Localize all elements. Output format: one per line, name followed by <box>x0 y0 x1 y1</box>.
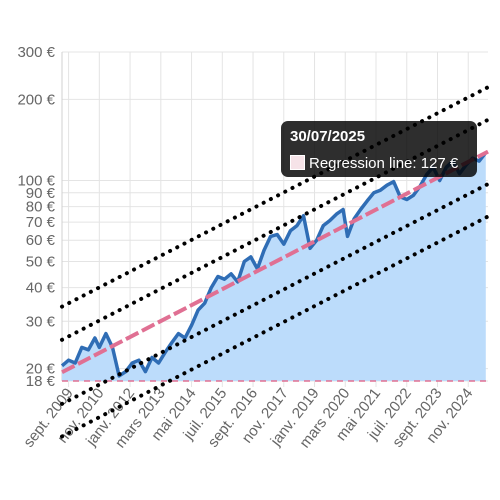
y-tick-label: 40 € <box>26 280 56 297</box>
regression-line <box>61 149 489 375</box>
tooltip-title: 30/07/2025 <box>290 128 366 145</box>
tooltip-swatch <box>290 155 305 170</box>
y-tick-label: 50 € <box>26 254 56 271</box>
tooltip-label: Regression line: 127 € <box>309 155 459 172</box>
y-tick-label: 80 € <box>26 199 56 216</box>
y-tick-label: 18 € <box>26 373 56 390</box>
chart-tooltip: 30/07/2025 Regression line: 127 € <box>281 121 477 177</box>
tooltip-row: Regression line: 127 € <box>290 155 458 172</box>
y-tick-label: 30 € <box>26 313 56 330</box>
y-tick-label: 90 € <box>26 185 56 202</box>
price-line <box>60 151 488 378</box>
y-tick-label: 300 € <box>17 44 55 61</box>
deviation-band-line <box>60 214 490 439</box>
y-tick-label: 20 € <box>26 361 56 378</box>
y-tick-label: 70 € <box>26 214 56 231</box>
y-tick-label: 100 € <box>17 172 55 189</box>
deviation-band-line <box>60 182 490 406</box>
deviation-band-line <box>60 85 490 309</box>
y-tick-label: 60 € <box>26 232 56 249</box>
y-tick-label: 200 € <box>17 91 55 108</box>
price-area <box>62 152 486 381</box>
deviation-band-line <box>60 117 490 342</box>
